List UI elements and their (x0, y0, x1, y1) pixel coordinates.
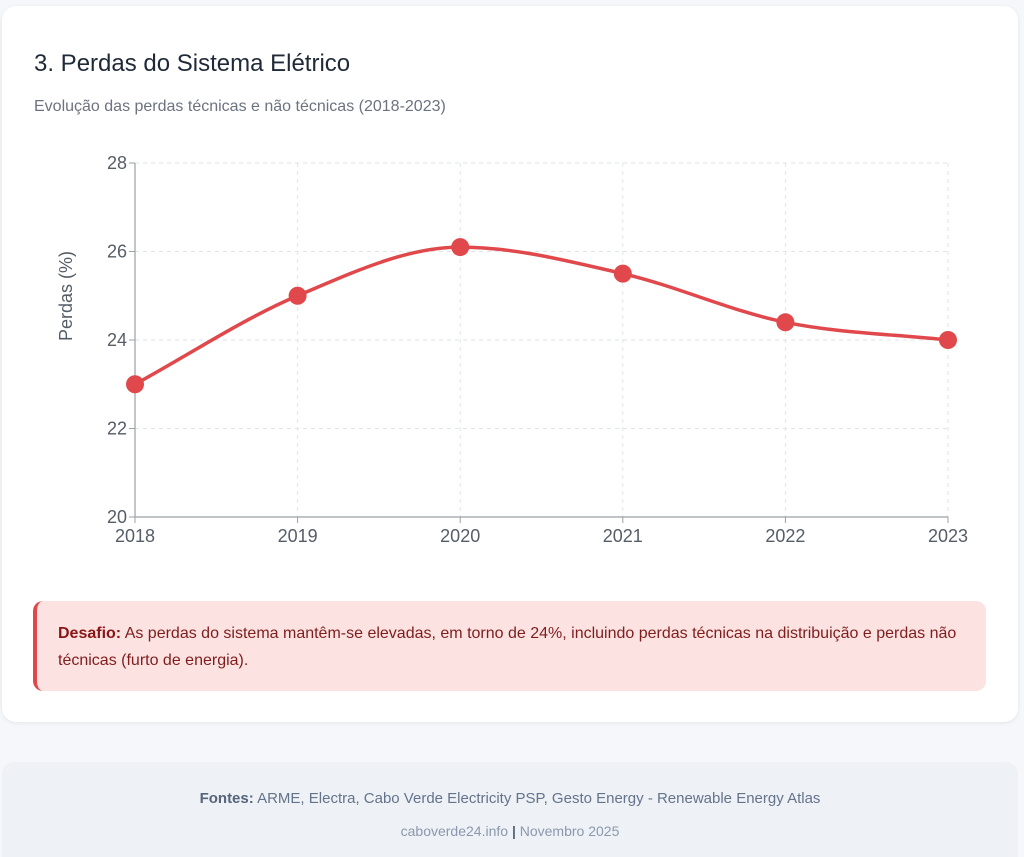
y-tick-label: 22 (107, 419, 127, 439)
y-tick-label: 24 (107, 330, 127, 350)
x-tick-label: 2021 (603, 526, 643, 546)
y-tick-label: 20 (107, 507, 127, 527)
sources-label: Fontes: (199, 790, 254, 807)
callout-text: As perdas do sistema mantêm-se elevadas,… (58, 625, 957, 669)
y-axis-label: Perdas (%) (56, 251, 76, 341)
x-tick-label: 2023 (928, 526, 968, 546)
chart-grid (135, 162, 949, 517)
sources-text: ARME, Electra, Cabo Verde Electricity PS… (253, 790, 821, 807)
footer-meta: caboverde24.info | Novembro 2025 (2, 823, 1018, 839)
data-point-2020 (451, 238, 470, 257)
challenge-callout: Desafio: As perdas do sistema mantêm-se … (33, 601, 986, 691)
x-tick-label: 2018 (115, 526, 155, 546)
data-point-2023 (939, 331, 957, 349)
x-tick-label: 2022 (765, 526, 805, 546)
data-points (126, 238, 957, 394)
publish-date: Novembro 2025 (519, 823, 620, 839)
y-tick-label: 28 (107, 153, 127, 173)
data-point-2018 (126, 375, 144, 394)
page-title: 3. Perdas do Sistema Elétrico (34, 50, 351, 77)
footer-separator: | (511, 823, 516, 839)
data-point-2019 (288, 286, 307, 305)
data-point-2021 (613, 264, 632, 283)
page-footer: Fontes: ARME, Electra, Cabo Verde Electr… (2, 762, 1018, 857)
site-name: caboverde24.info (400, 823, 509, 839)
x-tick-label: 2020 (440, 526, 480, 546)
x-tick-label: 2019 (278, 526, 318, 546)
chart-subtitle: Evolução das perdas técnicas e não técni… (34, 98, 446, 115)
y-tick-label: 26 (107, 242, 127, 262)
sources-line: Fontes: ARME, Electra, Cabo Verde Electr… (2, 790, 1018, 807)
losses-series-line (134, 245, 949, 386)
callout-label: Desafio: (58, 625, 122, 642)
data-point-2022 (776, 313, 795, 332)
